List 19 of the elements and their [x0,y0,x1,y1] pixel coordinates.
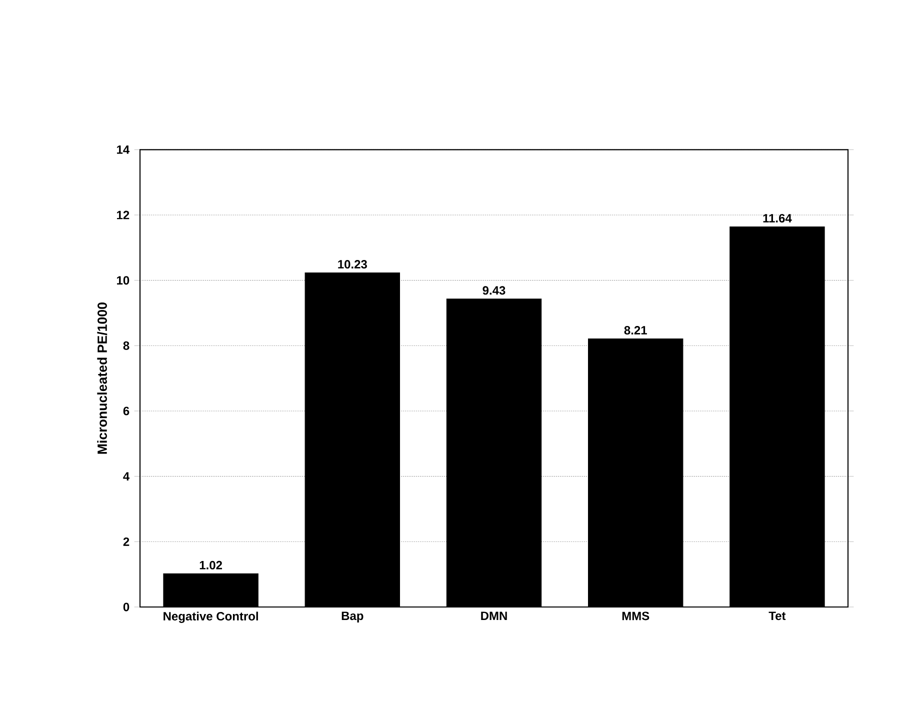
data-label: 1.02 [200,560,222,570]
y-tick-label: 2 [123,537,130,546]
x-tick-label: DMN [481,612,507,620]
x-tick-label: Bap [342,612,364,622]
x-tick-label: Negative Control [164,612,258,623]
y-tick-label: 6 [123,406,130,416]
data-label: 11.64 [763,214,792,222]
data-label: 9.43 [482,286,506,295]
data-label: 8.21 [624,326,647,335]
y-tick-label: 10 [117,276,130,285]
y-tick-label: 0 [123,602,130,612]
x-tick-label: Tet [768,612,786,620]
y-tick-label: 4 [123,472,130,480]
y-tick-label: 8 [123,341,130,350]
data-label: 10.23 [338,260,367,269]
y-tick-label: 12 [117,210,130,220]
y-axis-title: Micronucleated PE/1000 [97,302,108,454]
x-tick-label: MMS [622,612,650,620]
y-tick-label: 14 [117,146,130,154]
